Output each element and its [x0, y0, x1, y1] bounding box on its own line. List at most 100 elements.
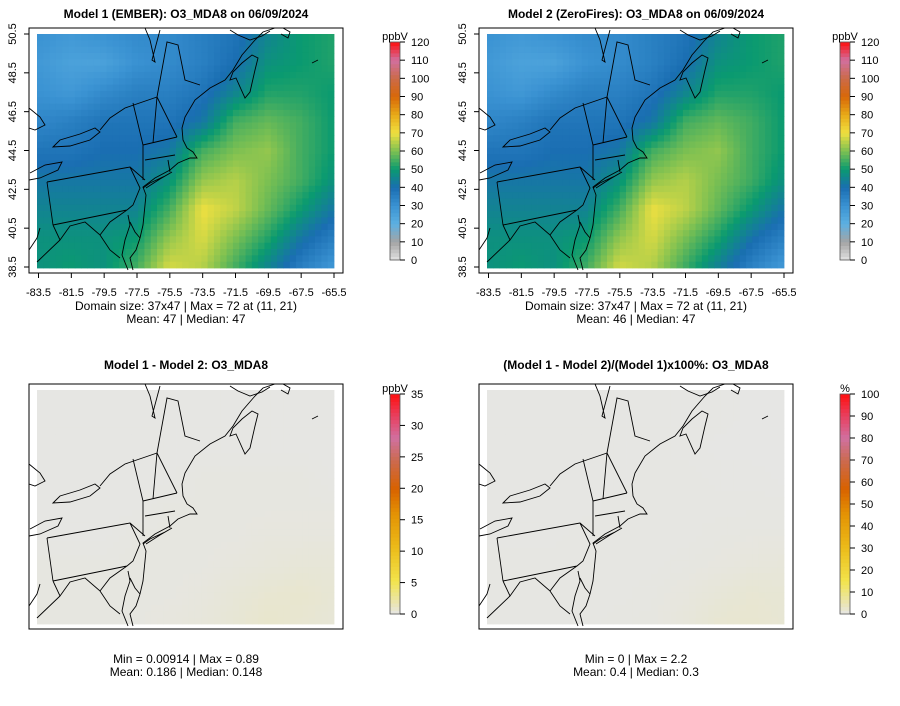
heatmap-cell	[201, 179, 209, 187]
colorbar-segment	[390, 111, 400, 116]
heatmap-cell	[524, 198, 532, 206]
heatmap-cell	[150, 147, 158, 155]
heatmap-cell	[283, 71, 291, 79]
heatmap-cell	[302, 135, 310, 142]
heatmap-cell	[619, 204, 627, 212]
heatmap-cell	[499, 242, 507, 250]
heatmap-cell	[169, 147, 177, 155]
heatmap-cell	[714, 242, 722, 250]
heatmap-cell	[308, 160, 316, 168]
heatmap-cell	[138, 261, 145, 269]
heatmap-cell	[283, 484, 291, 492]
heatmap-cell	[226, 78, 234, 85]
heatmap-cell	[220, 427, 227, 435]
heatmap-cell	[264, 103, 272, 111]
heatmap-cell	[676, 122, 684, 130]
heatmap-cell	[619, 261, 627, 269]
heatmap-cell	[487, 109, 494, 117]
heatmap-cell	[207, 46, 215, 54]
heatmap-cell	[289, 78, 297, 85]
heatmap-cell	[651, 90, 659, 98]
heatmap-cell	[62, 128, 69, 136]
heatmap-cell	[638, 46, 646, 54]
heatmap-cell	[157, 71, 164, 79]
heatmap-cell	[138, 103, 145, 111]
heatmap-cell	[569, 116, 576, 123]
heatmap-cell	[207, 59, 215, 67]
heatmap-cell	[119, 141, 126, 149]
heatmap-cell	[232, 185, 240, 193]
heatmap-cell	[569, 52, 576, 60]
heatmap-cell	[321, 415, 329, 423]
heatmap-cell	[270, 84, 278, 92]
heatmap-cell	[594, 261, 602, 269]
heatmap-cell	[55, 166, 63, 174]
colorbar-segment	[390, 245, 400, 250]
heatmap-cell	[518, 78, 526, 85]
heatmap-cell	[43, 440, 51, 448]
heatmap-cell	[632, 230, 640, 237]
heatmap-cell	[556, 46, 564, 54]
heatmap-cell	[213, 535, 221, 543]
heatmap-cell	[213, 128, 221, 136]
heatmap-cell	[562, 71, 570, 79]
heatmap-cell	[74, 390, 82, 397]
heatmap-cell	[207, 510, 215, 517]
heatmap-cell	[43, 402, 51, 410]
heatmap-cell	[315, 141, 322, 149]
heatmap-cell	[270, 236, 278, 244]
heatmap-cell	[258, 522, 265, 530]
heatmap-cell	[150, 415, 158, 423]
heatmap-cell	[37, 204, 44, 212]
heatmap-cell	[277, 109, 284, 117]
heatmap-cell	[188, 472, 196, 479]
heatmap-cell	[733, 204, 741, 212]
heatmap-cell	[55, 554, 63, 562]
heatmap-cell	[138, 122, 145, 130]
heatmap-cell	[569, 173, 576, 180]
heatmap-cell	[176, 109, 183, 117]
heatmap-cell	[232, 408, 240, 416]
heatmap-cell	[74, 122, 82, 130]
heatmap-cell	[100, 128, 107, 136]
heatmap-cell	[49, 402, 57, 410]
heatmap-cell	[575, 242, 583, 250]
heatmap-cell	[201, 46, 209, 54]
heatmap-cell	[270, 217, 278, 225]
heatmap-cell	[487, 160, 494, 168]
heatmap-cell	[505, 84, 513, 92]
heatmap-cell	[682, 109, 690, 117]
heatmap-cell	[575, 160, 583, 168]
heatmap-cell	[81, 103, 88, 111]
heatmap-cell	[619, 211, 627, 218]
heatmap-cell	[701, 109, 709, 117]
heatmap-cell	[321, 516, 329, 524]
heatmap-cell	[87, 90, 95, 98]
heatmap-cell	[106, 109, 114, 117]
heatmap-cell	[556, 135, 564, 142]
heatmap-cell	[695, 122, 703, 130]
heatmap-cell	[663, 109, 671, 117]
heatmap-cell	[258, 255, 265, 263]
heatmap-cell	[100, 415, 107, 423]
heatmap-cell	[581, 204, 589, 212]
heatmap-cell	[55, 541, 63, 549]
heatmap-cell	[220, 46, 227, 54]
heatmap-cell	[714, 160, 722, 168]
heatmap-cell	[277, 415, 284, 423]
heatmap-cell	[676, 71, 684, 79]
heatmap-cell	[150, 242, 158, 250]
heatmap-cell	[62, 484, 69, 492]
heatmap-cell	[296, 211, 303, 218]
heatmap-cell	[270, 390, 278, 397]
heatmap-cell	[777, 71, 785, 79]
heatmap-cell	[138, 396, 145, 404]
heatmap-cell	[289, 497, 297, 505]
heatmap-cell	[55, 548, 63, 555]
heatmap-cell	[682, 122, 690, 130]
heatmap-cell	[264, 427, 272, 435]
heatmap-cell	[87, 154, 95, 161]
colorbar-segment	[840, 111, 850, 116]
heatmap-cell	[68, 198, 76, 206]
heatmap-cell	[106, 242, 114, 250]
